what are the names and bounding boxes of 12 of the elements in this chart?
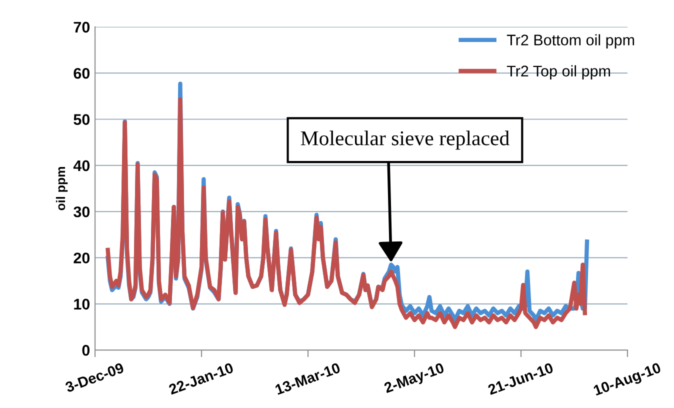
y-axis-title: oil ppm [56, 167, 68, 210]
y-tick-label: 70 [74, 22, 90, 33]
y-tick-label: 50 [74, 114, 90, 125]
y-tick-label: 20 [74, 252, 90, 264]
legend-label: Tr2 Top oil ppm [506, 65, 610, 80]
y-tick-label: 10 [74, 298, 90, 310]
y-tick-label: 30 [74, 206, 90, 218]
y-tick-label: 40 [73, 160, 90, 172]
y-tick-label: 0 [82, 344, 90, 356]
legend-label: Tr2 Bottom oil ppm [506, 34, 634, 48]
annotation: Molecular sieve replaced [300, 130, 510, 150]
y-tick-label: 60 [74, 68, 90, 79]
